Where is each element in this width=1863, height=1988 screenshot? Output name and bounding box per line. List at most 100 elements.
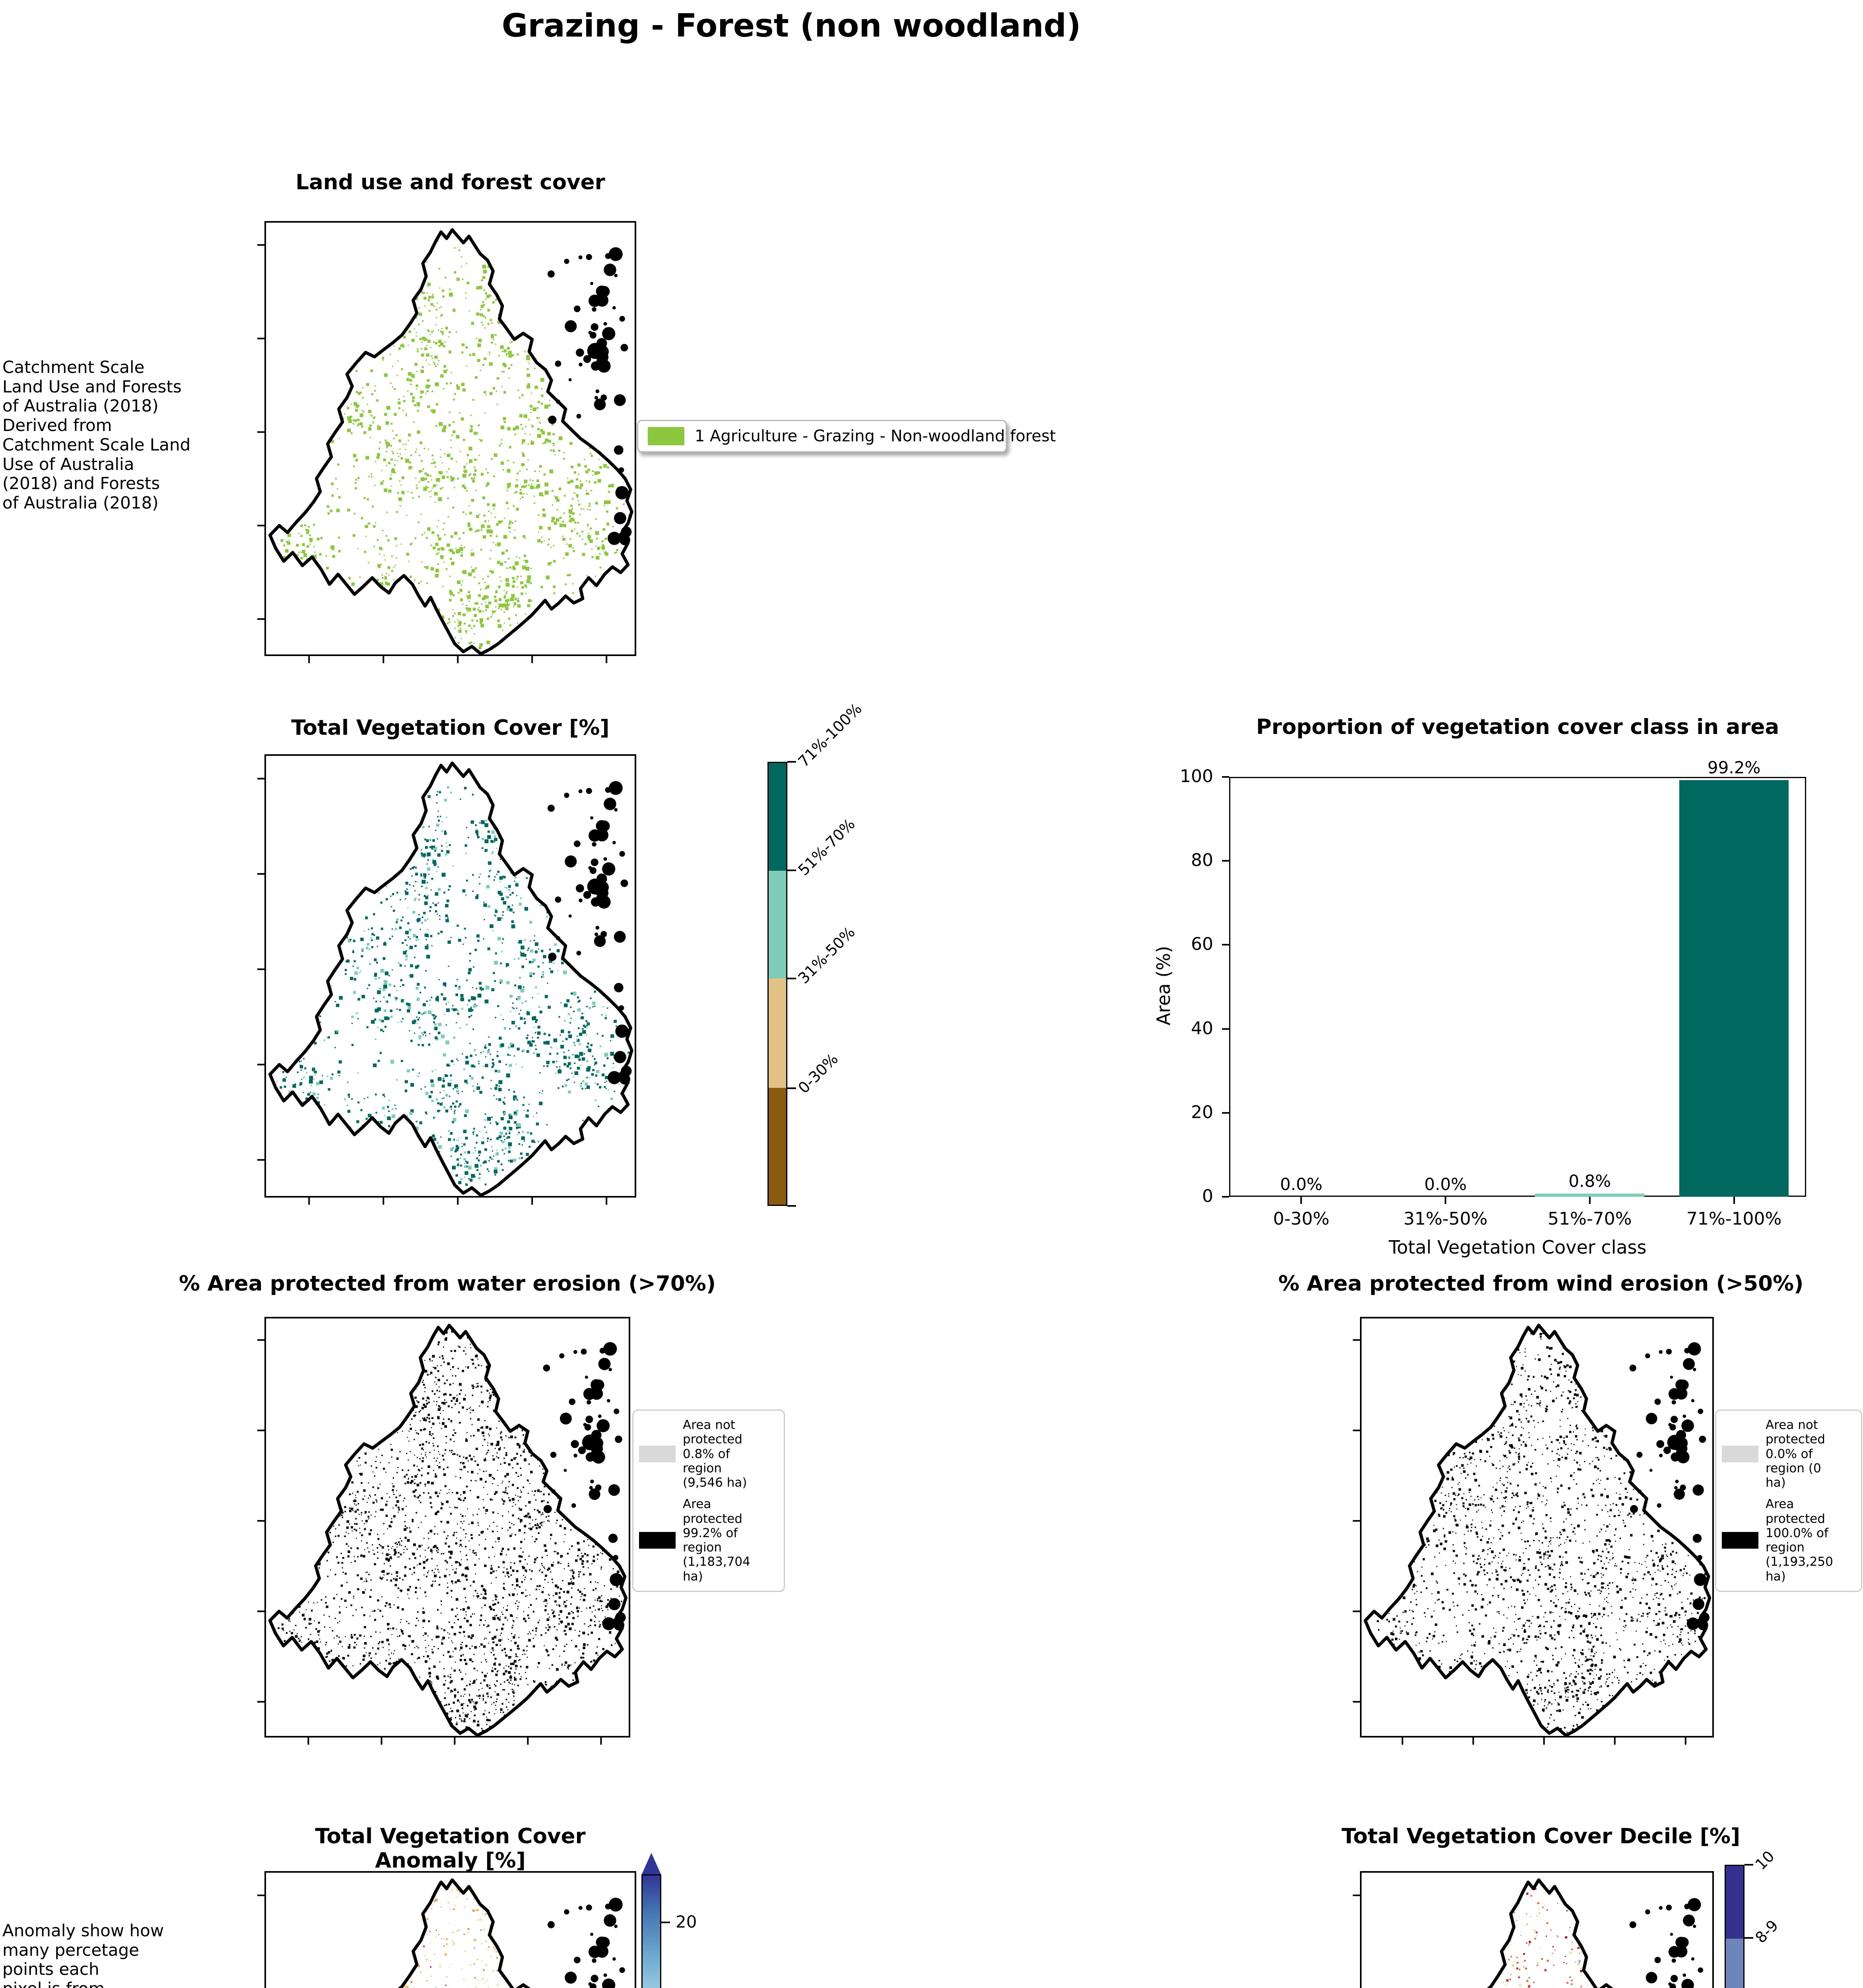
- y-tick: [1222, 1112, 1229, 1114]
- catchment-outline: [1364, 1324, 1711, 1737]
- bar-value-label: 0.0%: [1280, 1175, 1323, 1194]
- map-anomaly: [257, 1871, 636, 1988]
- protected-swatch: [639, 1532, 676, 1549]
- y-tick: [1222, 1028, 1229, 1030]
- boundary-blobs: [547, 1897, 625, 1988]
- legend-row-not-protected: Area not protected 0.0% of region (0 ha): [1722, 1418, 1855, 1490]
- y-tick-label: 60: [1191, 934, 1213, 955]
- boundary-blobs: [543, 1342, 626, 1631]
- colorbar-tick: [1744, 1864, 1753, 1866]
- legend-row-protected: Area protected 99.2% of region (1,183,70…: [639, 1497, 778, 1584]
- x-tick-label: 31%-50%: [1403, 1209, 1488, 1229]
- not-protected-swatch: [639, 1445, 676, 1462]
- map-frame: [264, 1871, 636, 1988]
- panel-title-landuse: Land use and forest cover: [295, 170, 605, 194]
- colorbar-tick: [1744, 1937, 1753, 1939]
- decile-colorbar: [1725, 1865, 1744, 1988]
- not-protected-swatch: [1722, 1445, 1758, 1462]
- wind-erosion-legend: Area not protected 0.0% of region (0 ha)…: [1715, 1409, 1862, 1592]
- landuse-legend-label: 1 Agriculture - Grazing - Non-woodland f…: [695, 427, 1056, 445]
- catchment-outline: [268, 1324, 627, 1737]
- panel-title-veg-cover: Total Vegetation Cover [%]: [291, 716, 610, 740]
- veg-cover-colorbar: [767, 762, 787, 1206]
- anomaly-tick: [661, 1922, 670, 1924]
- catchment-outline: [1487, 1878, 1614, 1988]
- landuse-legend: 1 Agriculture - Grazing - Non-woodland f…: [637, 420, 1056, 452]
- colorbar-label: 71%-100%: [795, 700, 865, 771]
- water-speckles: [278, 1330, 626, 1734]
- protected-label: Area protected 99.2% of region (1,183,70…: [683, 1497, 750, 1584]
- panel-title-anomaly: Total Vegetation Cover Anomaly [%]: [315, 1824, 586, 1873]
- anomaly-colorbar: [641, 1874, 661, 1988]
- boundary-blobs: [1629, 1342, 1710, 1631]
- colorbar-label: 8-9: [1752, 1916, 1782, 1947]
- landuse-legend-swatch: [648, 427, 684, 445]
- y-tick-label: 40: [1191, 1018, 1213, 1039]
- legend-row-protected: Area protected 100.0% of region (1,193,2…: [1722, 1497, 1855, 1584]
- x-tick-label: 0-30%: [1273, 1209, 1330, 1229]
- legend-row-not-protected: Area not protected 0.8% of region (9,546…: [639, 1418, 778, 1490]
- x-tick-label: 71%-100%: [1686, 1209, 1782, 1229]
- anomaly-note: Anomaly show how many percetage points e…: [2, 1921, 164, 1988]
- colorbar-tick: [787, 869, 796, 871]
- x-tick: [1589, 1197, 1591, 1204]
- panel-title-water-erosion: % Area protected from water erosion (>70…: [179, 1272, 716, 1296]
- map-frame: [264, 1317, 630, 1738]
- anomaly-tick-label: 20: [676, 1912, 697, 1932]
- water-erosion-legend: Area not protected 0.8% of region (9,546…: [632, 1409, 785, 1592]
- colorbar-segment: [769, 763, 786, 871]
- page-title: Grazing - Forest (non woodland): [501, 7, 1081, 44]
- panel-title-decile: Total Vegetation Cover Decile [%]: [1341, 1824, 1741, 1848]
- landuse-side-note: Catchment Scale Land Use and Forests of …: [2, 357, 191, 513]
- x-tick: [1300, 1197, 1302, 1204]
- y-tick-label: 0: [1202, 1186, 1213, 1206]
- colorbar-tick: [787, 1087, 796, 1089]
- colorbar-segment: [769, 871, 786, 979]
- y-tick-label: 100: [1180, 766, 1213, 786]
- x-tick: [1733, 1197, 1735, 1204]
- bar-chart-title: Proportion of vegetation cover class in …: [1256, 715, 1779, 739]
- colorbar-segment: [1726, 1939, 1743, 1988]
- protected-swatch: [1722, 1532, 1758, 1549]
- decile-speckles: [1501, 1887, 1588, 1988]
- colorbar-segment: [769, 1087, 786, 1205]
- anomaly-tick-label: 10: [676, 1986, 697, 1988]
- bar-chart-plot-area: [1229, 777, 1806, 1197]
- map-decile: [1353, 1871, 1714, 1988]
- boundary-blobs: [1629, 1898, 1704, 1988]
- colorbar-segment: [769, 978, 786, 1088]
- not-protected-label: Area not protected 0.0% of region (0 ha): [1766, 1418, 1825, 1490]
- bar-value-label: 0.0%: [1424, 1175, 1467, 1194]
- y-tick: [1222, 860, 1229, 862]
- colorbar-tick: [787, 761, 796, 763]
- x-tick-label: 51%-70%: [1548, 1209, 1632, 1229]
- panel-title-wind-erosion: % Area protected from wind erosion (>50%…: [1278, 1272, 1804, 1296]
- map-wind-erosion: [1353, 1317, 1714, 1745]
- landuse-speckles: [280, 237, 630, 650]
- y-tick-label: 80: [1191, 850, 1213, 871]
- y-tick: [1222, 1196, 1229, 1198]
- boundary-blobs: [547, 781, 632, 1085]
- map-water-erosion: [257, 1317, 630, 1745]
- colorbar-label: 0-30%: [795, 1050, 842, 1097]
- catchment-outline: [268, 228, 633, 656]
- colorbar-label: 10: [1752, 1847, 1778, 1873]
- veg-speckles: [276, 786, 632, 1190]
- colorbar-tick: [787, 1205, 796, 1207]
- decile-note: Deciles show where the pixel value lies …: [932, 1987, 1163, 1988]
- map-landuse: [257, 221, 636, 663]
- map-frame: [264, 221, 636, 656]
- anomaly-colorbar-top-arrow: [641, 1853, 661, 1875]
- x-tick: [1445, 1197, 1447, 1204]
- y-axis-label: Area (%): [1153, 945, 1175, 1026]
- map-veg-cover: [257, 754, 636, 1205]
- bar-51%-70%: [1535, 1193, 1645, 1197]
- anomaly-speckles: [404, 1887, 503, 1988]
- map-frame: [1360, 1871, 1714, 1988]
- bar-value-label: 0.8%: [1568, 1171, 1611, 1191]
- boundary-blobs: [547, 247, 632, 546]
- colorbar-label: 31%-50%: [795, 923, 859, 987]
- colorbar-segment: [1726, 1866, 1743, 1939]
- y-tick: [1222, 776, 1229, 778]
- y-tick: [1222, 944, 1229, 946]
